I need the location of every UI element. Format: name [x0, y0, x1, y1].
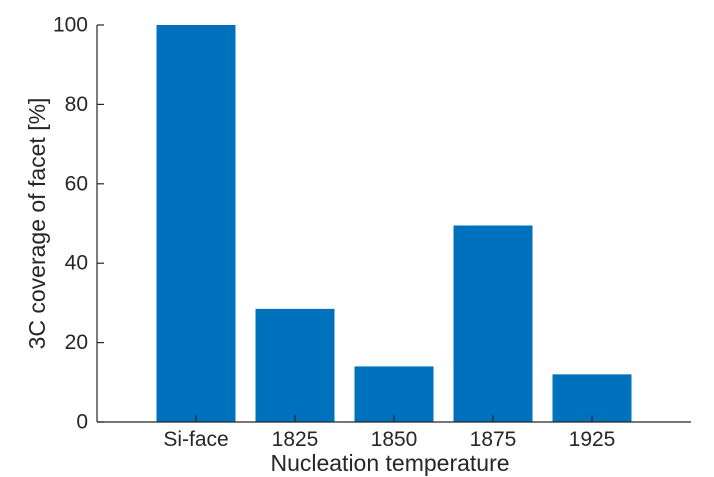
y-tick-label: 20 — [65, 331, 88, 354]
bar-1875 — [453, 225, 533, 422]
y-axis-label: 3C coverage of facet [%] — [24, 98, 50, 350]
bar-1850 — [354, 366, 434, 422]
x-tick-label: 1875 — [470, 428, 517, 451]
x-tick-labels: Si-face 1825 1850 1875 1925 — [163, 415, 615, 451]
bars-group — [156, 25, 632, 422]
y-tick-label: 80 — [65, 93, 88, 116]
y-tick-label: 60 — [65, 172, 88, 195]
x-tick-label: 1825 — [272, 428, 319, 451]
x-tick-label: 1925 — [569, 428, 616, 451]
bar-si-face — [156, 25, 236, 422]
bar-1825 — [255, 308, 335, 422]
y-tick-label: 100 — [53, 14, 88, 37]
y-tick-labels: 0 20 40 60 80 100 — [53, 14, 104, 434]
y-tick-label: 40 — [65, 252, 88, 275]
bar-1925 — [552, 374, 632, 422]
x-tick-label: Si-face — [163, 428, 228, 451]
y-tick-label: 0 — [76, 411, 88, 434]
x-axis-label: Nucleation temperature — [270, 450, 509, 476]
x-tick-label: 1850 — [371, 428, 418, 451]
